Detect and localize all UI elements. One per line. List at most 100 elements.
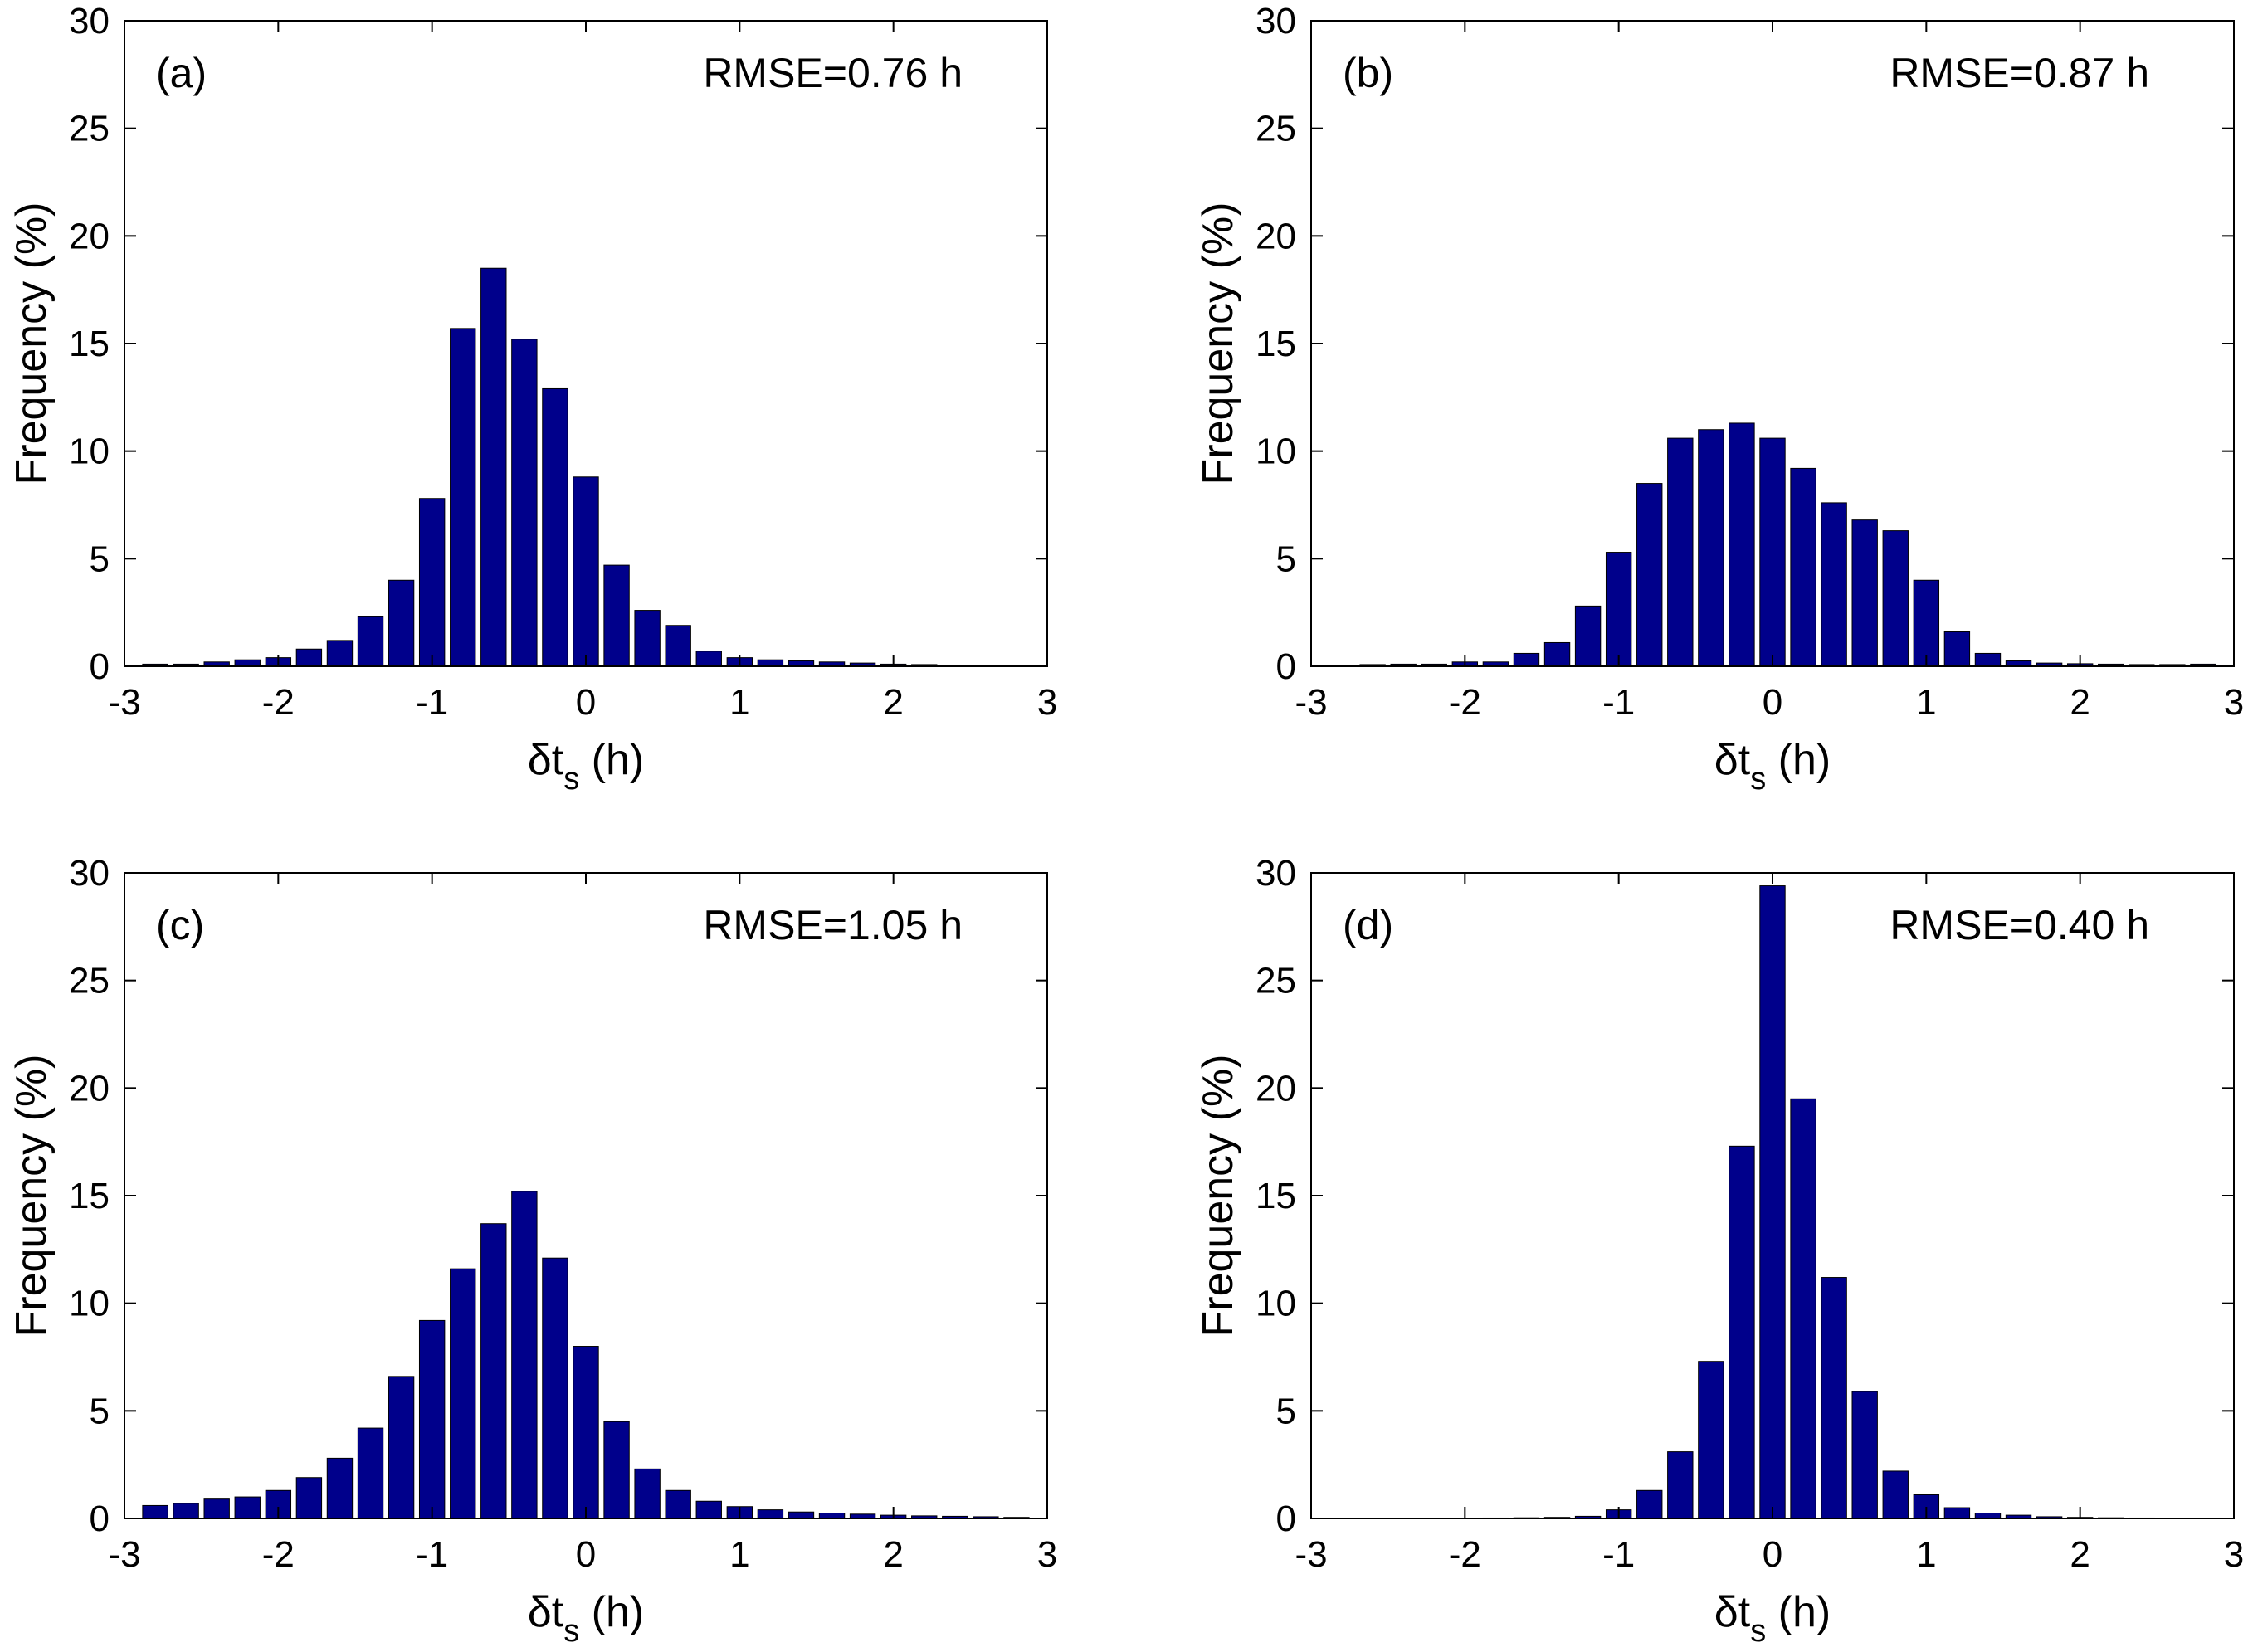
x-tick-label: 2 <box>883 1534 903 1575</box>
x-axis-label-unit: (h) <box>579 1588 644 1636</box>
y-tick-label: 10 <box>69 1284 110 1324</box>
histogram-bar <box>573 476 599 667</box>
y-tick-label: 5 <box>1276 1391 1296 1431</box>
histogram-bar <box>1882 1470 1909 1519</box>
x-axis-label-main: δt <box>1714 736 1751 784</box>
rmse-annotation: RMSE=0.40 h <box>1890 902 2149 948</box>
y-tick-label: 20 <box>1256 1068 1296 1109</box>
panel-label: (d) <box>1343 902 1393 948</box>
y-tick-label: 25 <box>69 961 110 1001</box>
histogram-bar <box>450 1268 476 1519</box>
histogram-bar <box>511 339 538 667</box>
panel-label: (b) <box>1343 50 1393 96</box>
y-tick-label: 15 <box>69 1176 110 1216</box>
y-tick-label: 15 <box>69 324 110 364</box>
x-tick-label: 2 <box>2070 682 2090 723</box>
histogram-bar <box>1821 502 1847 667</box>
histogram-bar <box>603 1421 630 1519</box>
histogram-bar <box>1913 579 1940 667</box>
x-tick-label: 0 <box>576 1534 596 1575</box>
x-axis-label-unit: (h) <box>579 736 644 784</box>
histogram-bar <box>695 651 722 667</box>
histogram-bar <box>1636 1489 1663 1519</box>
histogram-bar <box>665 625 691 667</box>
histogram-bar <box>757 1509 784 1519</box>
histogram-bar <box>1513 652 1540 667</box>
y-tick-label: 25 <box>1256 109 1296 149</box>
x-axis-label-main: δt <box>1714 1588 1751 1636</box>
histogram-bar <box>511 1191 538 1519</box>
histogram-bar <box>357 616 384 667</box>
histogram-bar <box>480 267 507 667</box>
x-tick-label: -1 <box>1602 682 1635 723</box>
y-tick-label: 15 <box>1256 324 1296 364</box>
x-tick-label: -1 <box>416 1534 448 1575</box>
y-tick-label: 30 <box>69 853 110 894</box>
rmse-annotation: RMSE=0.87 h <box>1890 50 2149 96</box>
y-tick-label: 20 <box>69 1068 110 1109</box>
x-tick-label: -1 <box>1602 1534 1635 1575</box>
histogram-bar <box>388 1376 415 1519</box>
y-tick-label: 15 <box>1256 1176 1296 1216</box>
x-tick-label: 1 <box>729 682 749 723</box>
x-axis-label: δts (h) <box>528 1588 644 1649</box>
x-tick-label: 1 <box>1916 682 1936 723</box>
histogram-bar <box>203 1498 230 1519</box>
y-tick-label: 25 <box>69 109 110 149</box>
histogram-bar <box>1636 483 1663 667</box>
y-tick-label: 10 <box>69 431 110 472</box>
rmse-annotation: RMSE=0.76 h <box>703 50 963 96</box>
x-tick-label: 2 <box>883 682 903 723</box>
histogram-bar <box>1729 1145 1755 1519</box>
x-axis-label-subscript: s <box>563 762 579 797</box>
y-tick-label: 5 <box>90 538 110 579</box>
y-axis-label: Frequency (%) <box>7 1055 56 1338</box>
histogram-bar <box>1851 519 1878 667</box>
x-axis-label: δts (h) <box>528 736 644 797</box>
histogram-bar <box>418 498 446 667</box>
histogram-bar <box>357 1427 384 1519</box>
x-tick-label: 3 <box>2224 1534 2244 1575</box>
histogram-bar <box>1790 467 1816 667</box>
panel-label: (c) <box>156 902 204 948</box>
histogram-bar <box>665 1489 691 1519</box>
y-tick-label: 30 <box>69 1 110 41</box>
histogram-bar <box>634 1468 661 1519</box>
histogram-bar <box>142 1504 168 1519</box>
x-axis-label-unit: (h) <box>1766 736 1831 784</box>
histogram-bar <box>603 564 630 667</box>
histogram-bar <box>1943 631 1971 667</box>
x-tick-label: -3 <box>1295 1534 1327 1575</box>
x-tick-label: 3 <box>1037 1534 1057 1575</box>
histogram-bar <box>542 1257 568 1519</box>
y-tick-label: 10 <box>1256 431 1296 472</box>
x-tick-label: -2 <box>1449 682 1481 723</box>
y-tick-label: 30 <box>1256 853 1296 894</box>
y-tick-label: 0 <box>1276 1498 1296 1539</box>
y-tick-label: 5 <box>90 1391 110 1431</box>
y-tick-label: 20 <box>1256 216 1296 256</box>
x-tick-label: 0 <box>1763 682 1782 723</box>
histogram-bar <box>1667 437 1694 667</box>
histogram-bar <box>418 1319 446 1519</box>
y-tick-label: 5 <box>1276 538 1296 579</box>
histogram-bar <box>542 387 568 667</box>
x-axis-label-main: δt <box>528 1588 564 1636</box>
x-axis-label-unit: (h) <box>1766 1588 1831 1636</box>
histogram-bar <box>326 1457 354 1519</box>
histogram-bar <box>1698 1361 1724 1519</box>
histogram-bar <box>1605 552 1632 667</box>
x-axis-label-subscript: s <box>1750 762 1766 797</box>
x-axis-label-subscript: s <box>1750 1614 1766 1649</box>
x-tick-label: -2 <box>1449 1534 1481 1575</box>
histogram-bar <box>1821 1277 1847 1519</box>
rmse-annotation: RMSE=1.05 h <box>703 902 963 948</box>
histogram-bar <box>295 648 323 667</box>
histogram-bar <box>1790 1098 1816 1519</box>
histogram-bar <box>388 579 415 667</box>
x-tick-label: -2 <box>262 1534 295 1575</box>
histogram-bar <box>1667 1451 1694 1519</box>
histogram-bar <box>450 328 476 667</box>
